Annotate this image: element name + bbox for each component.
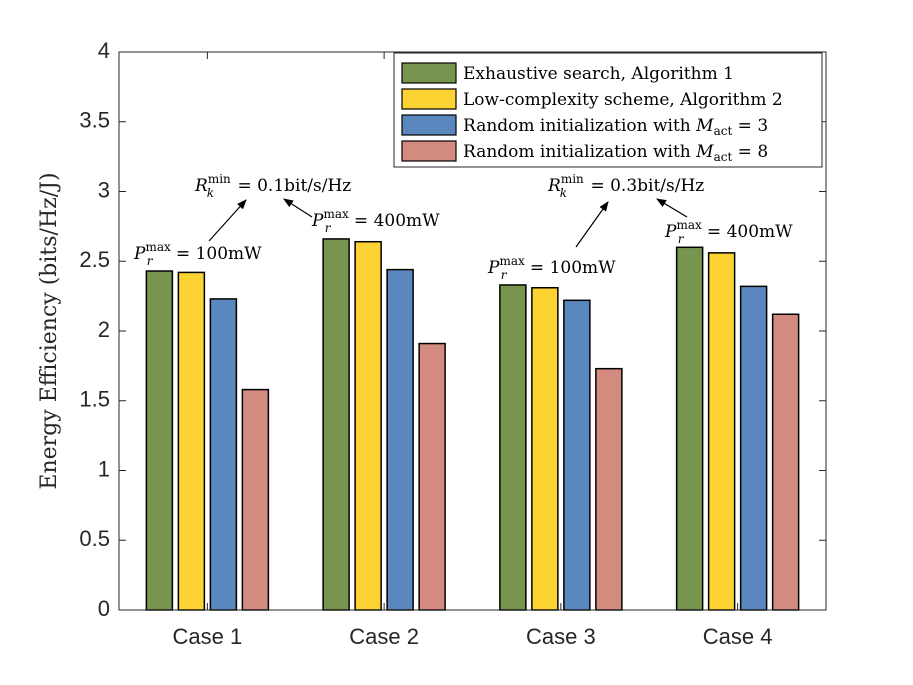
bar-series2-case2 [354,240,382,611]
bar-series2-case3 [531,287,559,611]
annotation-pmax-case1: Pmax r = 100mW [133,240,262,268]
legend-swatch-4 [401,140,457,162]
annotation-rmin-case12: Rmin k = 0.1bit/s/Hz [194,172,351,200]
annotation-pmax-case3: Pmax r = 100mW [487,254,616,282]
bar-series4-case3 [595,367,623,611]
bars-layer [145,238,800,611]
annotation-pmax-case4: Pmax r = 400mW [664,218,793,246]
annotation-arrow-3 [575,201,609,248]
y-tick-label: 3.5 [79,108,110,133]
legend: Exhaustive search, Algorithm 1 Low-comple… [393,52,823,168]
bar-series4-case4 [771,313,800,611]
legend-label-3: Random initialization with Mact = 3 [463,116,768,138]
annotation-arrow-2 [283,198,313,218]
bar-series4-case1 [241,388,270,611]
y-tick-label: 2.5 [79,247,110,272]
bar-series3-case1 [209,298,238,611]
bar-series3-case3 [563,299,591,611]
bar-series3-case2 [386,268,414,611]
y-tick-label: 1 [98,456,110,481]
bar-series2-case4 [707,252,736,611]
legend-entries: Exhaustive search, Algorithm 1 Low-comple… [401,62,783,164]
bar-series2-case1 [177,271,206,611]
y-tick-label: 3 [98,177,110,202]
legend-swatch-2 [401,88,457,110]
legend-swatch-3 [401,114,457,136]
legend-box [393,52,823,168]
legend-label-2: Low-complexity scheme, Algorithm 2 [463,90,783,110]
bar-series3-case4 [739,285,768,611]
bar-series1-case3 [499,284,527,611]
annotation-rmin-case34: Rmin k = 0.3bit/s/Hz [547,172,704,200]
legend-label-4: Random initialization with Mact = 8 [463,142,768,164]
annotation-arrow-1 [208,199,247,242]
bar-series1-case4 [675,246,704,611]
annotation-arrow-4 [656,198,688,218]
x-tick-label: Case 4 [703,624,773,649]
x-tick-label: Case 2 [349,624,419,649]
y-tick-label: 0 [98,596,110,621]
x-tick-label: Case 1 [173,624,243,649]
y-tick-label: 4 [98,38,110,63]
annotations: Rmin k = 0.1bit/s/Hz Pmax r = 100mW Pmax r … [133,172,793,282]
y-tick-label: 0.5 [79,526,110,551]
bar-series4-case2 [418,342,446,611]
y-tick-label: 1.5 [79,387,110,412]
legend-label-1: Exhaustive search, Algorithm 1 [463,64,734,84]
legend-swatch-1 [401,62,457,84]
y-axis-label: Energy Efficiency (bits/Hz/J) [37,172,62,489]
y-tick-label: 2 [98,317,110,342]
x-tick-label: Case 3 [526,624,596,649]
bar-series1-case2 [322,238,350,611]
annotation-pmax-case2: Pmax r = 400mW [311,207,440,235]
bar-series1-case1 [145,270,174,611]
